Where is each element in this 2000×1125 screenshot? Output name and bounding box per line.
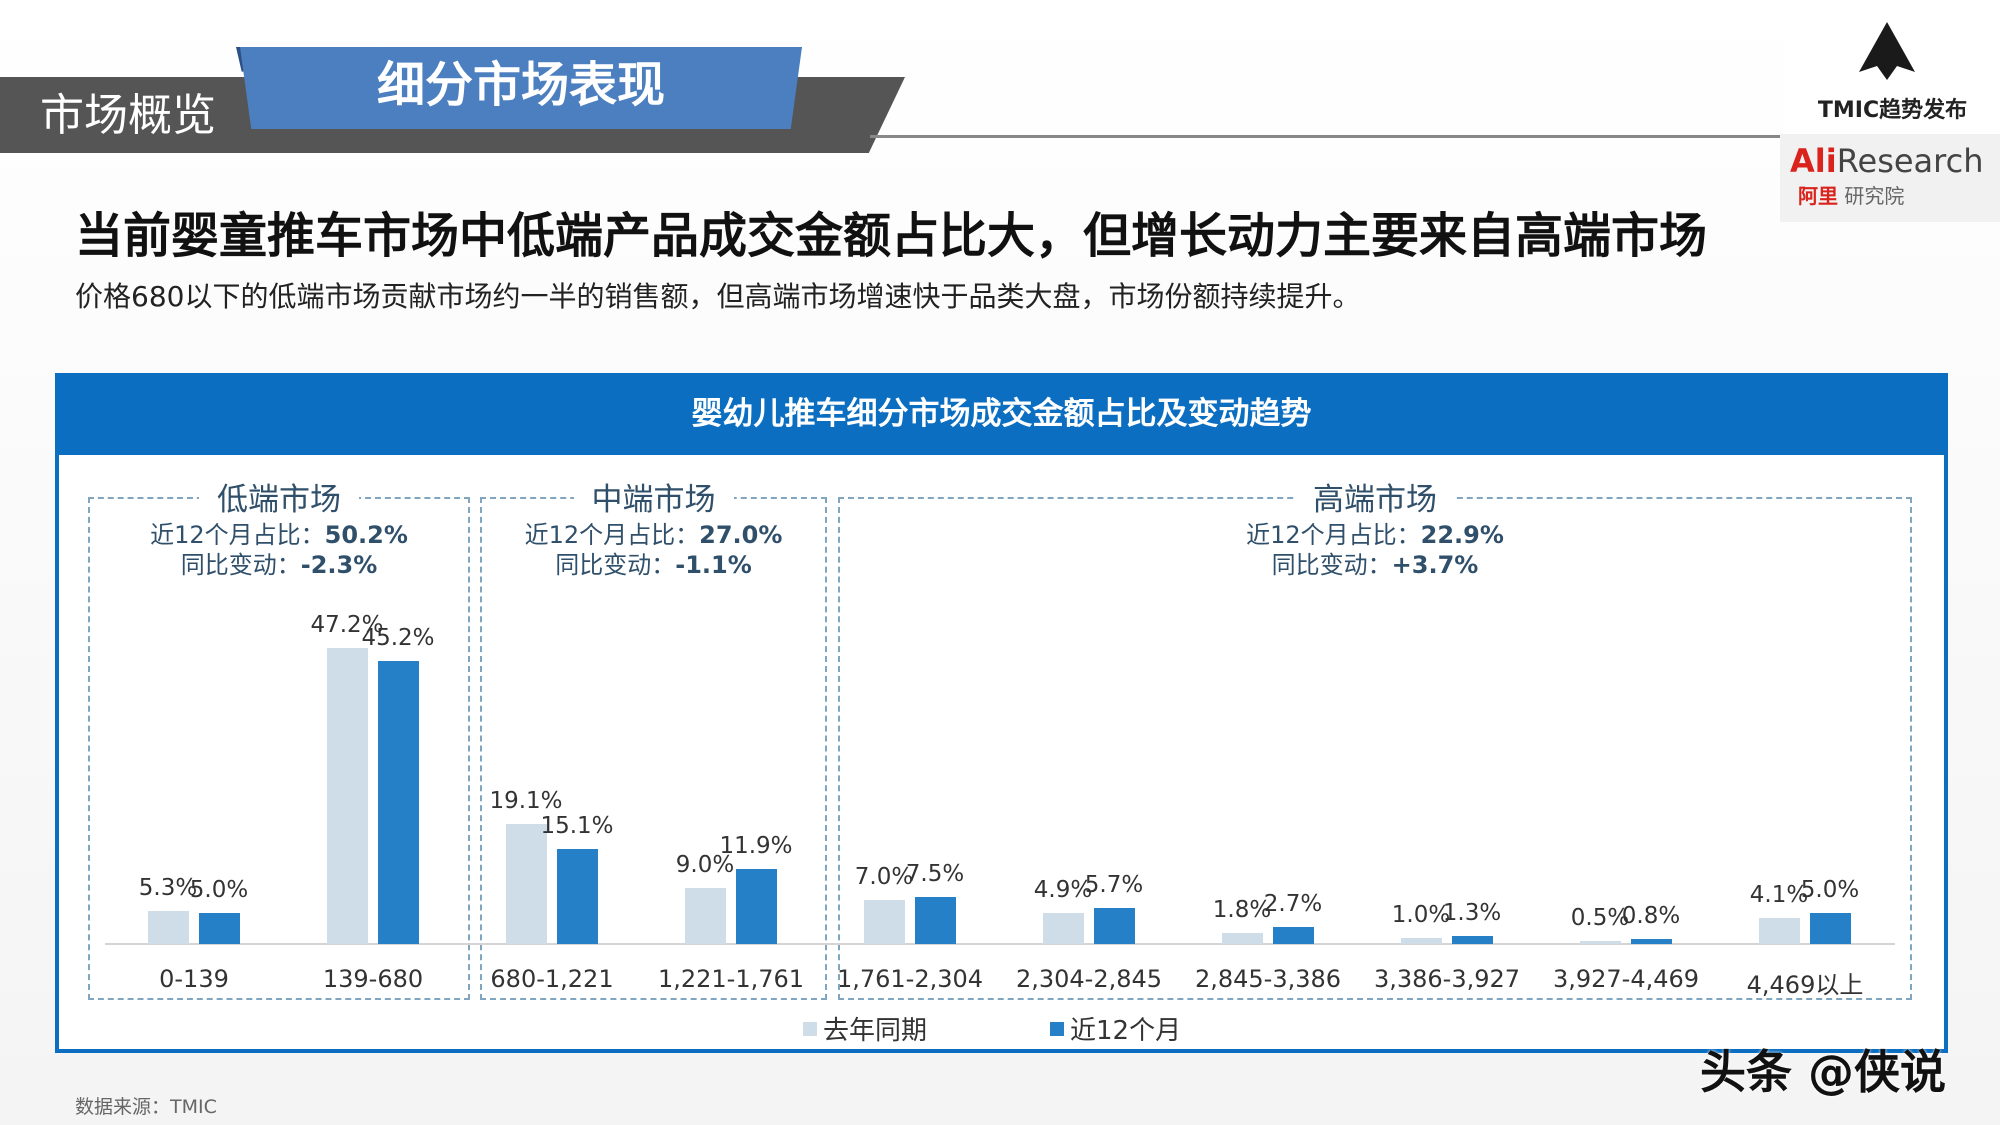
x-tick-label: 680-1,221 — [490, 965, 614, 993]
segment-title: 中端市场 — [573, 474, 734, 519]
data-label: 11.9% — [719, 833, 793, 860]
bar-recent — [1273, 927, 1314, 944]
bar-last-year — [864, 900, 905, 944]
source-note: 数据来源：TMIC — [75, 1096, 217, 1118]
legend-item-last-year: 去年同期 — [803, 1010, 927, 1047]
bar-recent — [557, 849, 598, 944]
bar-last-year — [1043, 913, 1084, 944]
segment-change-value: -1.1% — [675, 551, 752, 579]
segment-share-label: 近12个月占比： — [150, 521, 325, 549]
bar-last-year — [1222, 932, 1263, 944]
bar-recent — [1452, 935, 1493, 944]
segment-change-label: 同比变动： — [555, 551, 676, 579]
data-label: 5.0% — [189, 876, 249, 903]
section-label: 市场概览 — [40, 90, 216, 141]
data-label: 47.2% — [310, 612, 384, 639]
tmic-logo: TMIC趋势发布 — [1785, 0, 2000, 130]
segment-change-label: 同比变动： — [1271, 551, 1392, 579]
section-tab — [240, 47, 802, 129]
segment-share-label: 近12个月占比： — [1246, 521, 1421, 549]
data-label: 0.5% — [1570, 904, 1630, 931]
data-label: 5.7% — [1084, 872, 1144, 899]
data-label: 15.1% — [540, 813, 614, 840]
segment-change: 同比变动：-2.3% — [181, 545, 378, 580]
header-rule — [870, 135, 1780, 138]
segment-change: 同比变动：+3.7% — [1272, 545, 1479, 580]
x-tick-label: 3,386-3,927 — [1373, 965, 1521, 993]
data-label: 1.3% — [1442, 899, 1502, 926]
segment-share-value: 22.9% — [1420, 521, 1504, 549]
data-label: 5.3% — [138, 874, 198, 901]
segment-share: 近12个月占比：50.2% — [150, 515, 408, 550]
bar-recent — [1094, 908, 1135, 944]
legend-swatch — [1050, 1021, 1064, 1036]
legend-label: 去年同期 — [823, 1016, 928, 1046]
data-label: 2.7% — [1263, 891, 1323, 918]
bar-recent — [736, 869, 777, 944]
bar-last-year — [685, 887, 726, 944]
bar-recent — [1631, 938, 1672, 944]
x-tick-label: 2,845-3,386 — [1194, 965, 1342, 993]
page-title: 当前婴童推车市场中低端产品成交金额占比大，但增长动力主要来自高端市场 — [75, 208, 1708, 264]
x-tick-label: 3,927-4,469 — [1552, 965, 1700, 993]
tmic-arrow-icon — [1859, 22, 1915, 80]
data-label: 19.1% — [489, 788, 563, 815]
segment-share-value: 27.0% — [699, 521, 783, 549]
logo-word: Research — [1836, 142, 1984, 180]
segment-title: 低端市场 — [199, 474, 359, 519]
logo-brand: Ali — [1790, 142, 1837, 180]
bar-last-year — [506, 824, 547, 944]
logo-sub-cn: 阿里 — [1798, 184, 1838, 208]
bar-last-year — [1580, 940, 1621, 944]
data-label: 1.8% — [1212, 896, 1272, 923]
segment-share-value: 50.2% — [324, 521, 408, 549]
x-tick-label: 1,761-2,304 — [836, 965, 984, 993]
data-label: 9.0% — [675, 851, 735, 878]
legend-item-recent: 近12个月 — [1050, 1010, 1181, 1047]
bar-recent — [915, 896, 956, 944]
x-tick-label: 1,221-1,761 — [657, 965, 805, 993]
x-tick-label: 2,304-2,845 — [1015, 965, 1163, 993]
legend-swatch — [803, 1021, 817, 1036]
data-label: 1.0% — [1391, 901, 1451, 928]
bar-recent — [1810, 912, 1851, 944]
page-subtitle: 价格680以下的低端市场贡献市场约一半的销售额，但高端市场增速快于品类大盘，市场… — [75, 280, 1361, 313]
data-label: 45.2% — [361, 624, 435, 651]
bar-last-year — [327, 648, 368, 944]
bar-last-year — [1401, 937, 1442, 944]
segment-share-label: 近12个月占比： — [524, 521, 700, 549]
segment-title: 高端市场 — [1295, 474, 1455, 519]
tmic-logo-text: TMIC趋势发布 — [1817, 98, 1968, 123]
segment-share: 近12个月占比：27.0% — [525, 515, 783, 550]
data-label: 7.5% — [905, 860, 965, 887]
segment-change-label: 同比变动： — [180, 551, 301, 579]
x-tick-label: 4,469以上 — [1746, 971, 1864, 999]
segment-change: 同比变动：-1.1% — [555, 545, 752, 580]
legend-label: 近12个月 — [1070, 1016, 1182, 1046]
segment-change-value: -2.3% — [300, 551, 378, 579]
bar-last-year — [1759, 918, 1800, 944]
data-label: 4.1% — [1749, 882, 1809, 909]
aliresearch-logo: AliResearch 阿里 研究院 — [1780, 134, 2000, 222]
data-label: 0.8% — [1621, 902, 1681, 929]
bar-last-year — [148, 910, 189, 944]
data-label: 4.9% — [1033, 877, 1093, 904]
data-label: 5.0% — [1800, 876, 1860, 903]
x-tick-label: 139-680 — [322, 965, 424, 993]
watermark: 头条 @侠说 — [1700, 1045, 1947, 1099]
logo-sub: 研究院 — [1844, 184, 1905, 208]
segment-change-value: +3.7% — [1391, 551, 1479, 579]
section-tab-label: 细分市场表现 — [376, 57, 665, 113]
segment-share: 近12个月占比：22.9% — [1246, 515, 1504, 550]
chart-title: 婴幼儿推车细分市场成交金额占比及变动趋势 — [55, 373, 1948, 455]
x-tick-label: 0-139 — [159, 965, 229, 993]
bar-recent — [378, 660, 419, 944]
bar-recent — [199, 912, 240, 944]
x-axis — [105, 943, 1895, 945]
data-label: 7.0% — [854, 864, 914, 891]
